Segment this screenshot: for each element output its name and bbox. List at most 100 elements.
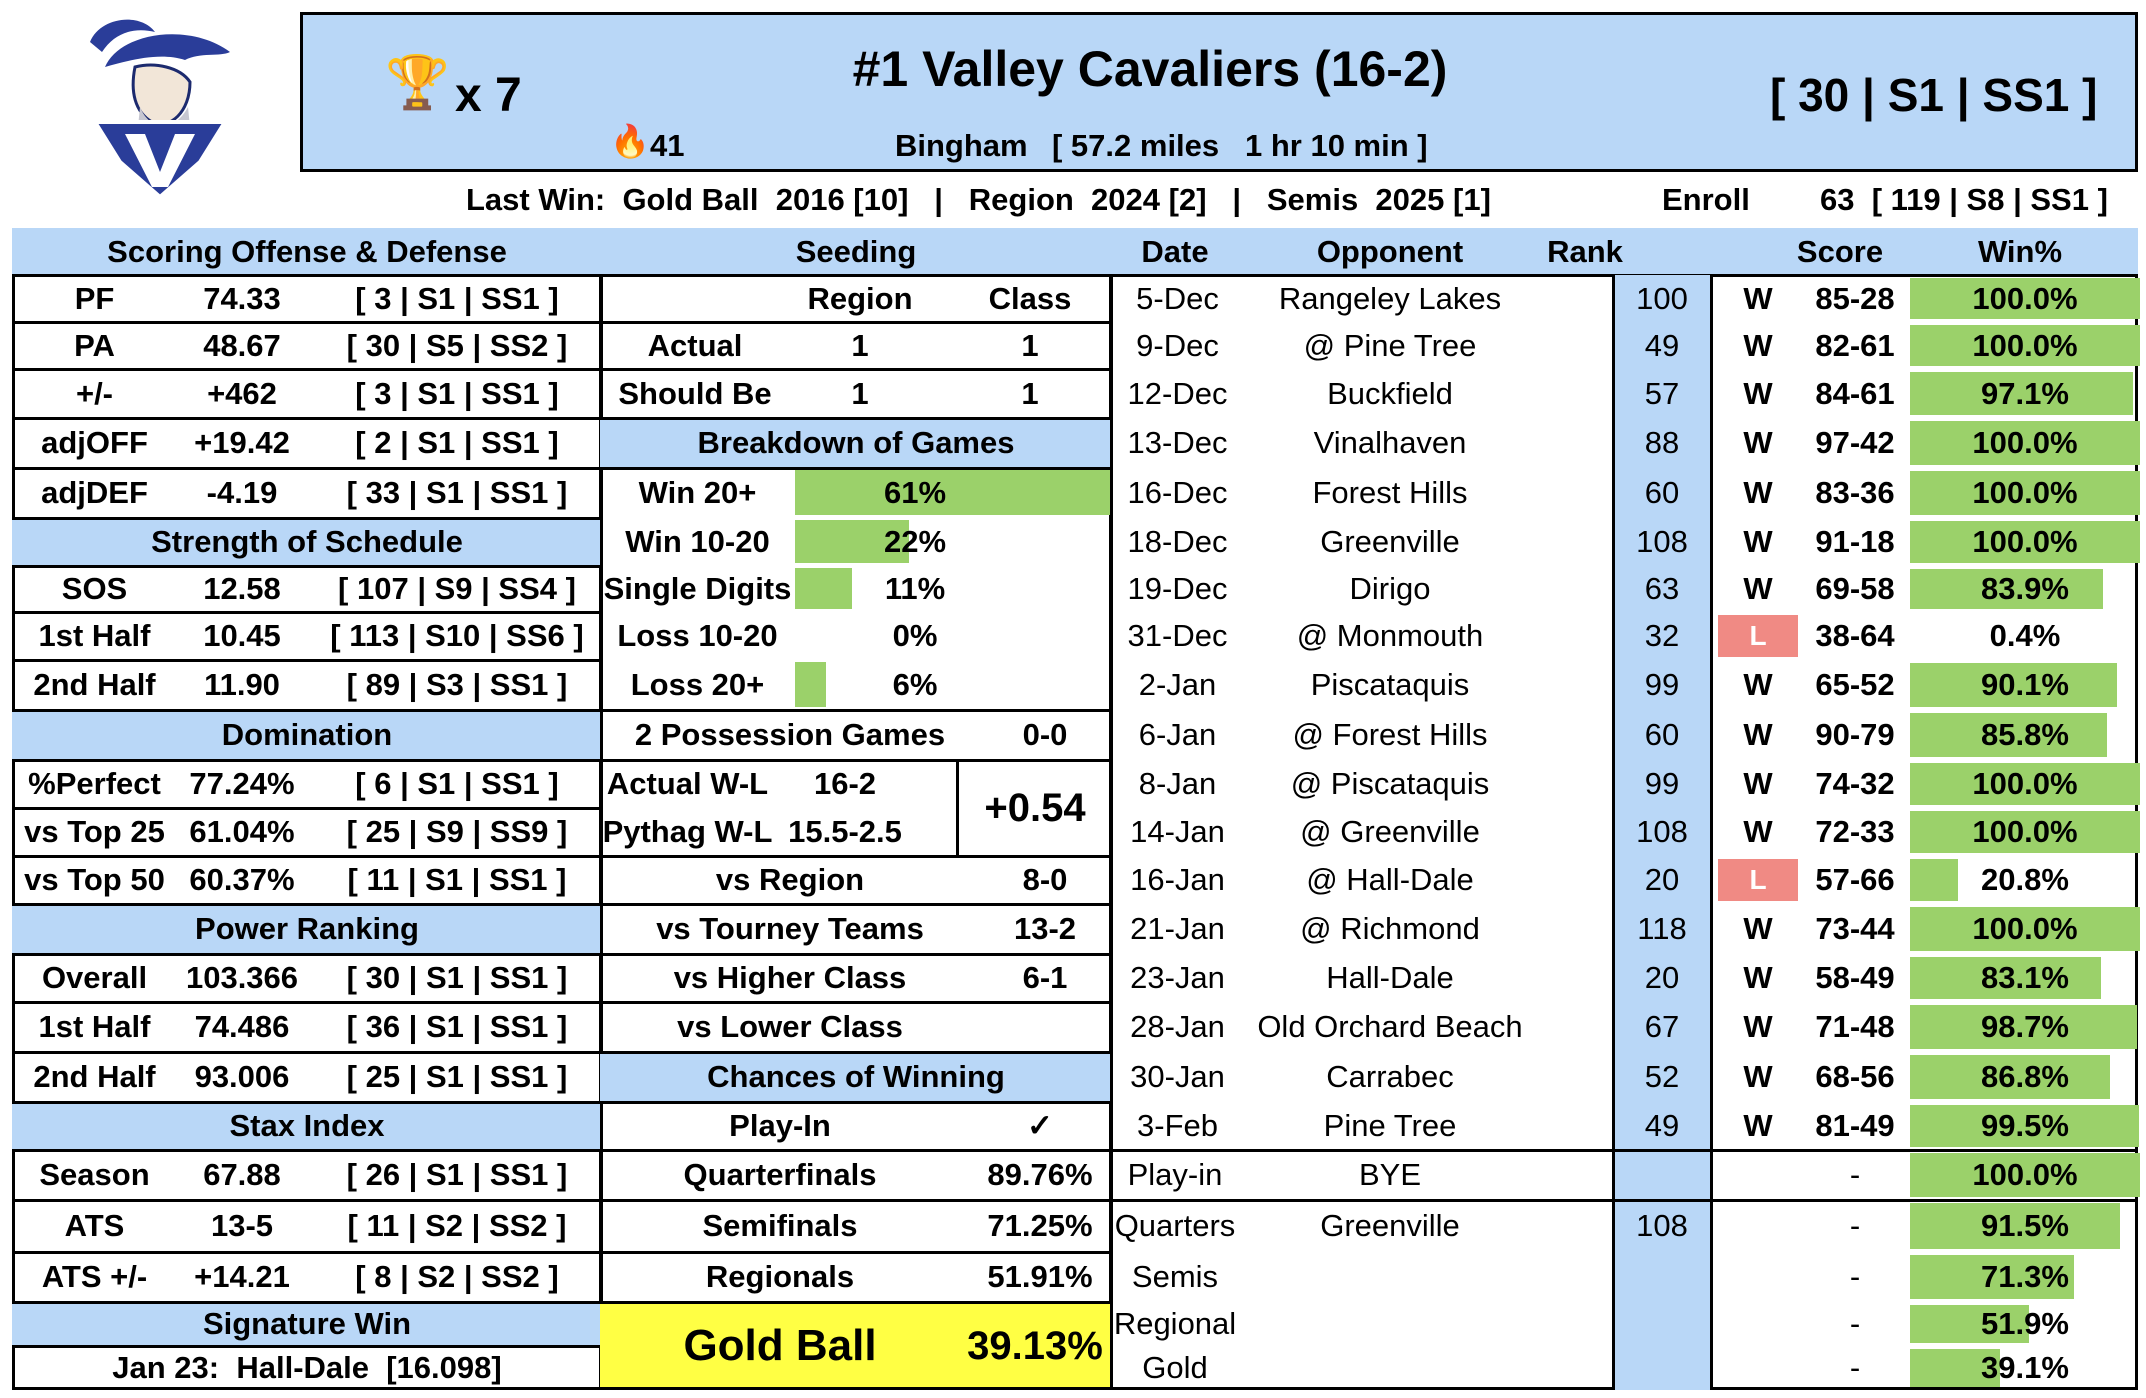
win-probability-bar xyxy=(1910,713,2107,757)
game-win-pct: 20.8% xyxy=(1981,862,2069,897)
power-title-bg xyxy=(12,904,602,954)
breakdown-row-pct: 0% xyxy=(892,618,938,653)
game-win-pct: 86.8% xyxy=(1981,1059,2069,1094)
breakdown-bar xyxy=(795,520,909,563)
record-row-value: 8-0 xyxy=(1022,862,1068,897)
playoff-win-pct: 51.9% xyxy=(1981,1306,2069,1341)
chances-title-bg xyxy=(600,1052,1112,1102)
game-win-pct: 100.0% xyxy=(1972,524,2078,559)
game-opponent: @ Pine Tree xyxy=(1303,327,1477,363)
actual-wl-label: Actual W-L xyxy=(606,766,769,801)
game-win-pct: 0.4% xyxy=(1989,618,2061,653)
scoring-row-rank: [ 3 | S1 | SS1 ] xyxy=(355,375,559,411)
game-date: 18-Dec xyxy=(1127,524,1228,559)
domination-row-rank: [ 25 | S9 | SS9 ] xyxy=(346,814,568,849)
actual-wl-value: 16-2 xyxy=(813,766,877,801)
seeding-row-class: 1 xyxy=(1021,375,1039,411)
game-date: 2-Jan xyxy=(1138,667,1217,702)
win-probability-bar xyxy=(1910,471,2140,515)
sos-row-value: 11.90 xyxy=(204,667,280,702)
game-date: 30-Jan xyxy=(1130,1059,1225,1094)
trophy-icon: 🏆 xyxy=(385,54,450,112)
stax-title-bg xyxy=(12,1102,602,1150)
game-score: 72-33 xyxy=(1815,814,1895,849)
scoring-row-value: +462 xyxy=(207,375,277,411)
game-date: 5-Dec xyxy=(1136,280,1219,316)
game-opponent: @ Hall-Dale xyxy=(1306,862,1474,897)
power-row-value: 74.486 xyxy=(194,1009,290,1044)
game-date: 8-Jan xyxy=(1138,766,1217,801)
game-opponent: Old Orchard Beach xyxy=(1257,1009,1523,1044)
game-win-pct: 100.0% xyxy=(1972,766,2078,801)
game-opponent: Pine Tree xyxy=(1323,1108,1457,1143)
power-row-rank: [ 25 | S1 | SS1 ] xyxy=(346,1059,568,1094)
playoff-score: - xyxy=(1849,1306,1861,1341)
chances-row-label: Regionals xyxy=(705,1259,855,1294)
game-opponent: @ Richmond xyxy=(1300,911,1480,946)
playoff-opponent xyxy=(1230,1302,1550,1346)
chances-row-label: Play-In xyxy=(729,1108,831,1143)
game-result: W xyxy=(1743,911,1773,946)
game-result: W xyxy=(1743,375,1773,411)
game-result: W xyxy=(1743,1009,1773,1044)
two-possession-value: 0-0 xyxy=(1022,717,1068,752)
gold-ball-bg xyxy=(600,1302,1112,1390)
game-win-pct: 100.0% xyxy=(1972,425,2078,460)
chances-row-value: 71.25% xyxy=(987,1208,1093,1243)
playoff-round: Gold xyxy=(1142,1350,1208,1385)
game-opponent: Hall-Dale xyxy=(1326,960,1454,995)
pythag-wl-value: 15.5-2.5 xyxy=(788,814,902,849)
stax-row-value: +14.21 xyxy=(194,1259,290,1294)
game-date: 31-Dec xyxy=(1127,618,1228,653)
chances-row-value: 51.91% xyxy=(987,1259,1093,1294)
seeding-title-bg xyxy=(600,228,1112,275)
game-rank: 118 xyxy=(1637,911,1687,946)
fire-icon: 🔥 xyxy=(610,123,650,159)
playoff-win-pct: 91.5% xyxy=(1981,1208,2069,1243)
game-score: 74-32 xyxy=(1815,766,1895,801)
two-possession-label: 2 Possession Games xyxy=(634,717,946,752)
game-win-pct: 83.9% xyxy=(1981,571,2069,606)
domination-row-value: 77.24% xyxy=(189,766,295,801)
breakdown-title: Breakdown of Games xyxy=(697,425,1015,460)
game-result: W xyxy=(1743,1059,1773,1094)
breakdown-row-label: Win 20+ xyxy=(638,475,757,510)
game-win-pct: 98.7% xyxy=(1981,1009,2069,1044)
rank-column-bg xyxy=(1612,275,1712,1390)
win-probability-bar xyxy=(1910,907,2140,951)
team-title: #1 Valley Cavaliers (16-2) xyxy=(852,41,1448,97)
playoff-round: Play-in xyxy=(1127,1157,1223,1192)
power-row-rank: [ 36 | S1 | SS1 ] xyxy=(346,1009,568,1044)
game-result: W xyxy=(1743,1108,1773,1143)
header-date: Date xyxy=(1141,233,1209,269)
domination-title-bg xyxy=(12,710,602,760)
sos-row-label: 1st Half xyxy=(38,618,151,653)
win-probability-bar xyxy=(1910,1105,2139,1147)
wl-differential: +0.54 xyxy=(984,785,1086,830)
game-rank: 100 xyxy=(1636,280,1688,316)
game-date: 21-Jan xyxy=(1130,911,1225,946)
signature-title-bg xyxy=(12,1302,602,1346)
sos-title: Strength of Schedule xyxy=(151,524,463,559)
win-probability-bar xyxy=(1910,663,2117,707)
schedule-header-bg xyxy=(1110,228,2138,275)
game-opponent: Piscataquis xyxy=(1310,667,1470,702)
game-score: 58-49 xyxy=(1815,960,1895,995)
signature-value: Jan 23: Hall-Dale [16.098] xyxy=(112,1350,502,1385)
domination-row-value: 61.04% xyxy=(189,814,295,849)
chances-title: Chances of Winning xyxy=(707,1059,1005,1094)
playoff-win-bar xyxy=(1910,1349,2000,1387)
game-opponent: Buckfield xyxy=(1327,375,1453,411)
game-date: 19-Dec xyxy=(1127,571,1228,606)
win-probability-bar xyxy=(1910,325,2140,366)
seeding-row-class: 1 xyxy=(1021,327,1039,363)
playoff-score: - xyxy=(1849,1350,1861,1385)
playoff-score: - xyxy=(1849,1259,1861,1294)
record-row-label: vs Higher Class xyxy=(673,960,907,995)
header-rank: Rank xyxy=(1547,233,1623,269)
scoring-row-label: PF xyxy=(74,280,115,316)
breakdown-bar xyxy=(795,568,852,609)
sos-row-value: 12.58 xyxy=(203,571,281,606)
domination-row-rank: [ 6 | S1 | SS1 ] xyxy=(355,766,559,801)
seeding-title: Seeding xyxy=(795,233,917,269)
